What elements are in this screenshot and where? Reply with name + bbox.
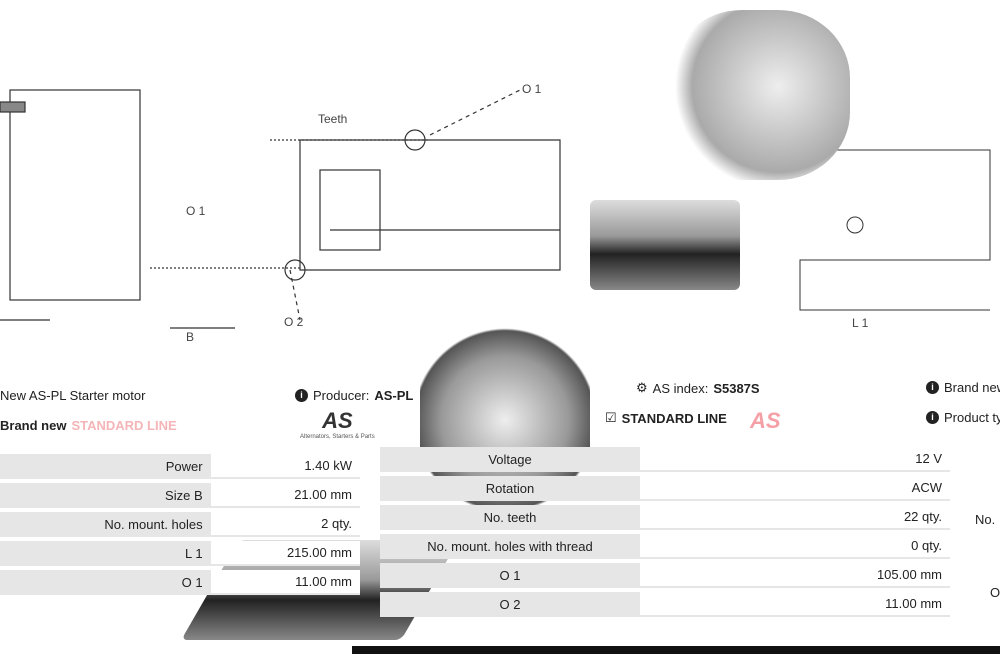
as-index-info: ⚙ AS index: S5387S bbox=[636, 380, 760, 396]
o1-label: O 1 bbox=[522, 82, 542, 96]
standard-line-info: ☑ STANDARD LINE bbox=[605, 410, 727, 426]
drawing-right-view bbox=[720, 149, 991, 311]
spec-label: O 2 bbox=[380, 592, 640, 617]
l1-label: L 1 bbox=[852, 316, 869, 330]
spec-table-left: Power 1.40 kW Size B 21.00 mm No. mount. h… bbox=[0, 450, 360, 599]
far-right-spec-label: O bbox=[990, 585, 1000, 600]
table-row: O 1 105.00 mm bbox=[380, 563, 950, 588]
wrench-icon: ⚙ bbox=[636, 380, 648, 395]
spec-value: 1.40 kW bbox=[210, 454, 360, 479]
info-icon: i bbox=[295, 389, 308, 402]
table-row: Voltage 12 V bbox=[380, 447, 950, 472]
spec-value: 11.00 mm bbox=[210, 570, 360, 595]
table-row: Power 1.40 kW bbox=[0, 454, 360, 479]
spec-label: Size B bbox=[0, 483, 211, 508]
drawing-side-view bbox=[9, 89, 141, 301]
b-label: B bbox=[186, 330, 195, 344]
as-pl-logo: AS Alternators, Starters & Parts bbox=[300, 408, 375, 440]
spec-value: 21.00 mm bbox=[210, 483, 360, 508]
spec-value: 2 qty. bbox=[210, 512, 360, 537]
table-row: O 1 11.00 mm bbox=[0, 570, 360, 595]
spec-value: 22 qty. bbox=[640, 505, 950, 530]
o1-left-label: O 1 bbox=[186, 204, 206, 218]
spec-value: 11.00 mm bbox=[640, 592, 950, 617]
spec-label: No. mount. holes with thread bbox=[380, 534, 640, 559]
spec-label: Voltage bbox=[380, 447, 640, 472]
spec-label: L 1 bbox=[0, 541, 211, 566]
table-row: O 2 11.00 mm bbox=[380, 592, 950, 617]
table-row: Rotation ACW bbox=[380, 476, 950, 501]
condition-badge: Brand new STANDARD LINE bbox=[0, 418, 177, 433]
bottom-bar bbox=[352, 646, 1000, 654]
standard-line-faded: STANDARD LINE bbox=[71, 418, 177, 433]
product-title: New AS-PL Starter motor bbox=[0, 388, 146, 403]
producer-info: i Producer: AS-PL bbox=[295, 388, 413, 403]
spec-value: 0 qty. bbox=[640, 534, 950, 559]
table-row: L 1 215.00 mm bbox=[0, 541, 360, 566]
info-icon: i bbox=[926, 411, 939, 424]
far-right-spec-label: No. bbox=[975, 512, 996, 527]
spec-label: O 1 bbox=[0, 570, 211, 595]
table-row: No. teeth 22 qty. bbox=[380, 505, 950, 530]
spec-table-right: Voltage 12 V Rotation ACW No. teeth 22 qty.… bbox=[380, 443, 950, 621]
spec-value: ACW bbox=[640, 476, 950, 501]
teeth-label: Teeth bbox=[318, 112, 348, 126]
table-row: No. mount. holes 2 qty. bbox=[0, 512, 360, 537]
spec-value: 215.00 mm bbox=[210, 541, 360, 566]
spec-label: Rotation bbox=[380, 476, 640, 501]
table-row: No. mount. holes with thread 0 qty. bbox=[380, 534, 950, 559]
info-icon: i bbox=[926, 381, 939, 394]
brand-new-info: i Brand new bbox=[926, 380, 1000, 395]
spec-label: O 1 bbox=[380, 563, 640, 588]
product-image-flange bbox=[670, 10, 850, 180]
as-logo-red: AS bbox=[750, 408, 781, 433]
spec-value: 105.00 mm bbox=[640, 563, 950, 588]
spec-label: Power bbox=[0, 454, 211, 479]
o2-label: O 2 bbox=[284, 315, 304, 329]
spec-value: 12 V bbox=[640, 447, 950, 472]
technical-drawing bbox=[0, 89, 561, 329]
product-image-motor-top bbox=[590, 200, 740, 290]
spec-label: No. teeth bbox=[380, 505, 640, 530]
drawing-front-view bbox=[299, 139, 561, 271]
check-icon: ☑ bbox=[605, 410, 617, 425]
spec-label: No. mount. holes bbox=[0, 512, 211, 537]
table-row: Size B 21.00 mm bbox=[0, 483, 360, 508]
